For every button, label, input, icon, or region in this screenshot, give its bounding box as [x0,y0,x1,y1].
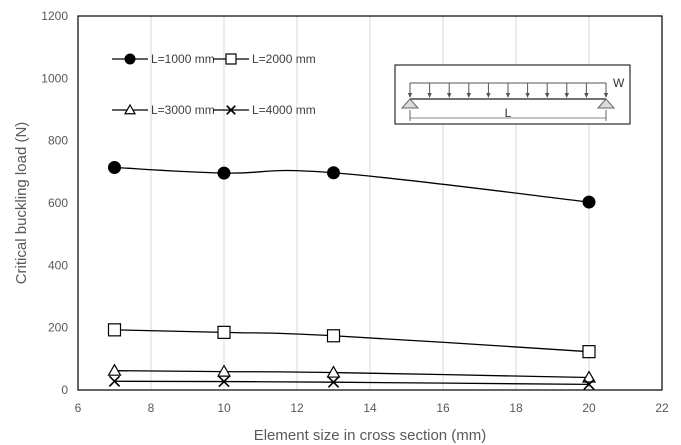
right-support [596,98,616,109]
data-point-marker [218,375,230,388]
plot-area-border [77,15,663,391]
data-point-marker [108,160,121,174]
data-point-marker [217,166,231,180]
series-line [114,166,590,203]
series-line [114,370,590,379]
ticks: 6 8 10 12 14 16 18 20 22 0 200 400 600 800 1000 1200 [41,9,669,415]
data-point-marker [583,378,595,391]
x-tick-label: 18 [509,401,523,415]
y-tick-label: 1000 [41,71,68,85]
legend-entry: L=1000 mm [112,52,215,66]
y-tick-label: 400 [48,258,68,272]
data-point-marker [107,363,122,376]
load-arrowhead [447,93,452,98]
load-arrowhead [564,93,569,98]
data-point-marker [582,345,596,359]
data-point-marker [327,166,340,180]
x-tick-label: 14 [363,401,377,415]
legend: L=1000 mm L=2000 mm L=3000 mm L=4000 mm [112,52,316,117]
x-tick-label: 6 [75,401,82,415]
x-tick-label: 8 [148,401,155,415]
grid [150,16,590,390]
load-arrowhead [486,93,491,98]
x-tick-label: 20 [582,401,596,415]
legend-entry: L=3000 mm [112,103,215,117]
data-point-marker [326,365,341,378]
load-label: W [613,76,625,90]
left-support [400,98,420,109]
span-label: L [505,106,512,120]
data-point-marker [581,370,597,383]
data-point-marker [124,53,136,65]
y-tick-label: 200 [48,321,68,335]
legend-label: L=1000 mm [151,52,215,66]
beam-inset: LW [394,64,631,125]
y-tick-label: 800 [48,134,68,148]
data-point-marker [225,53,237,65]
data-point-marker [217,325,231,339]
series-l-3000-mm [107,363,597,383]
load-arrowhead [427,93,432,98]
series-l-1000-mm [108,160,596,209]
x-tick-label: 12 [290,401,304,415]
series-line [114,329,590,353]
x-tick-label: 10 [217,401,231,415]
legend-label: L=2000 mm [252,52,316,66]
load-arrowhead [525,93,530,98]
load-arrowhead [603,93,609,98]
legend-label: L=3000 mm [151,103,215,117]
x-axis-title: Element size in cross section (mm) [254,427,487,444]
series-l-4000-mm [108,375,595,391]
inset-frame [394,64,631,125]
y-tick-label: 0 [61,383,68,397]
legend-entry: L=4000 mm [213,103,316,117]
load-arrowhead [584,93,589,98]
data-point-marker [107,323,122,337]
load-arrowhead [407,93,413,98]
data-point-marker [216,364,232,377]
legend-label: L=4000 mm [252,103,316,117]
legend-entry: L=2000 mm [213,52,316,66]
data-point-marker [327,376,340,388]
data-point-marker [108,375,121,387]
load-arrowhead [505,93,511,98]
data-point-marker [326,329,341,343]
load-arrowhead [466,93,471,98]
series-line [114,380,590,386]
series-layer [107,160,597,391]
y-tick-label: 1200 [41,9,68,23]
series-l-2000-mm [107,323,596,359]
y-tick-label: 600 [48,196,68,210]
x-tick-label: 16 [436,401,450,415]
data-point-marker [226,105,236,115]
load-arrowhead [545,93,550,98]
data-point-marker [582,195,596,209]
y-axis-title: Critical buckling load (N) [13,122,30,285]
x-tick-label: 22 [655,401,669,415]
data-point-marker [123,103,137,115]
